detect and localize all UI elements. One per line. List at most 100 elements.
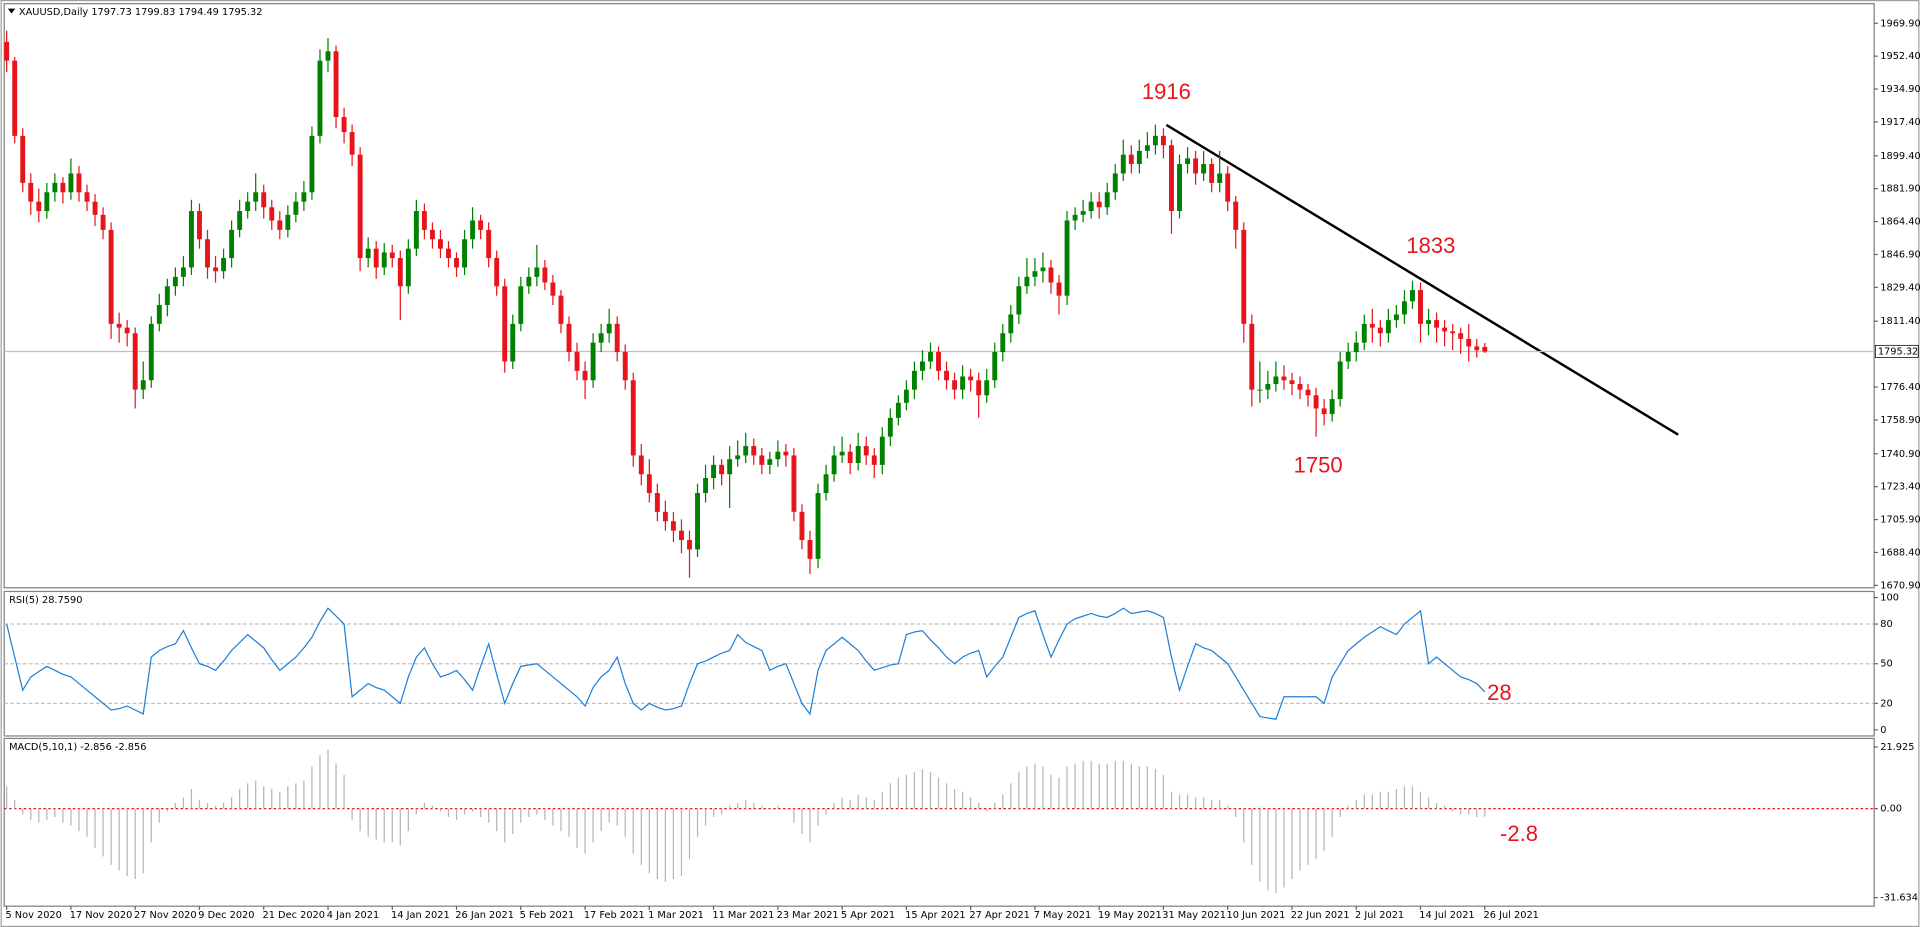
macd-bar bbox=[1468, 808, 1470, 815]
candle-body bbox=[518, 286, 524, 324]
macd-bar bbox=[1227, 805, 1229, 809]
macd-bar bbox=[1130, 763, 1132, 809]
macd-bar bbox=[1186, 794, 1189, 809]
macd-bar bbox=[1267, 808, 1269, 891]
macd-bar bbox=[576, 808, 578, 849]
macd-bar bbox=[142, 808, 144, 874]
macd-bar bbox=[423, 803, 426, 809]
candle-body bbox=[670, 521, 676, 531]
candle-body bbox=[188, 211, 194, 268]
macd-bar bbox=[608, 808, 610, 823]
candle-body bbox=[735, 455, 741, 460]
macd-bar bbox=[929, 772, 932, 809]
macd-bar bbox=[1411, 786, 1414, 809]
candle-body bbox=[839, 451, 845, 456]
macd-bar bbox=[592, 808, 594, 843]
candle-body bbox=[646, 474, 652, 494]
trend-line bbox=[1165, 123, 1679, 436]
macd-bar bbox=[255, 780, 257, 809]
last-price-label: 1795.32 bbox=[1878, 346, 1918, 357]
candle-body bbox=[502, 286, 508, 362]
candle-body bbox=[1120, 154, 1126, 174]
macd-bar bbox=[319, 755, 321, 809]
macd-bar bbox=[496, 808, 498, 832]
candle-body bbox=[1361, 323, 1367, 343]
y-tick-label: 1811.40 bbox=[1880, 316, 1920, 327]
macd-bar bbox=[1275, 808, 1277, 894]
macd-bar bbox=[1299, 808, 1301, 871]
candle-body bbox=[1056, 282, 1062, 296]
x-tick-label: 19 May 2021 bbox=[1098, 910, 1162, 921]
macd-bar bbox=[439, 808, 442, 812]
macd-bar bbox=[1443, 805, 1446, 809]
candle-body bbox=[1000, 333, 1006, 353]
candle-body bbox=[1096, 201, 1102, 208]
y-tick-label: 1776.40 bbox=[1880, 382, 1920, 393]
candle-body bbox=[1249, 323, 1255, 390]
macd-bar bbox=[118, 808, 120, 871]
macd-bar bbox=[504, 808, 506, 843]
macd-bar bbox=[488, 808, 490, 823]
macd-title: MACD(5,10,1) -2.856 -2.856 bbox=[9, 742, 146, 753]
x-tick-label: 17 Feb 2021 bbox=[584, 910, 645, 921]
candle-body bbox=[76, 173, 82, 193]
candle-body bbox=[229, 229, 235, 259]
macd-bar bbox=[1026, 766, 1028, 809]
candle-body bbox=[968, 376, 974, 381]
candle-body bbox=[1008, 314, 1014, 334]
candle-body bbox=[309, 135, 315, 193]
candle-body bbox=[373, 248, 379, 268]
candle-body bbox=[590, 342, 596, 381]
macd-bar bbox=[1050, 774, 1052, 809]
macd-bar bbox=[1291, 808, 1293, 879]
candle-body bbox=[1401, 301, 1407, 315]
candle-body bbox=[863, 446, 869, 456]
candle-body bbox=[341, 117, 347, 133]
macd-bar bbox=[480, 808, 482, 818]
candle-body bbox=[1442, 327, 1448, 332]
candle-body bbox=[799, 511, 805, 541]
macd-bar bbox=[463, 808, 466, 815]
candle-body bbox=[1217, 173, 1223, 183]
candle-body bbox=[1434, 320, 1440, 328]
x-tick-label: 27 Apr 2021 bbox=[969, 910, 1029, 921]
macd-bar bbox=[889, 783, 891, 809]
macd-bar bbox=[1170, 791, 1173, 809]
candle-body bbox=[1297, 384, 1303, 390]
y-tick-label: 100 bbox=[1880, 593, 1899, 604]
candle-body bbox=[1024, 276, 1030, 287]
macd-bar bbox=[825, 808, 827, 815]
candle-body bbox=[1474, 346, 1480, 351]
macd-bar bbox=[1018, 772, 1020, 809]
macd-bar bbox=[1090, 760, 1092, 809]
macd-bar bbox=[1476, 808, 1478, 818]
macd-bar bbox=[1395, 788, 1398, 809]
candle-body bbox=[205, 239, 210, 268]
macd-bar bbox=[1363, 794, 1365, 809]
candle-body bbox=[759, 455, 765, 465]
annotation: 1833 bbox=[1406, 233, 1455, 258]
candle-body bbox=[936, 352, 941, 371]
candle-body bbox=[429, 229, 435, 240]
macd-bar bbox=[632, 808, 634, 854]
candle-body bbox=[1016, 286, 1022, 315]
macd-bar bbox=[1098, 763, 1100, 809]
x-tick-label: 15 Apr 2021 bbox=[905, 910, 965, 921]
y-tick-label: 1740.90 bbox=[1880, 449, 1920, 460]
macd-bar bbox=[753, 803, 755, 809]
macd-bar bbox=[1154, 769, 1157, 809]
macd-bar bbox=[921, 769, 924, 809]
candle-body bbox=[4, 41, 10, 61]
x-tick-label: 5 Feb 2021 bbox=[520, 910, 575, 921]
macd-bar bbox=[335, 763, 337, 809]
candle-body bbox=[44, 192, 50, 212]
macd-bar bbox=[94, 808, 96, 849]
candle-body bbox=[28, 182, 34, 202]
macd-bar bbox=[672, 808, 675, 879]
y-tick-label: 80 bbox=[1880, 619, 1892, 630]
macd-bar bbox=[1074, 763, 1076, 809]
candle-body bbox=[68, 173, 74, 193]
y-tick-label: 1899.40 bbox=[1880, 151, 1920, 162]
macd-bar bbox=[970, 797, 972, 809]
candle-body bbox=[36, 201, 42, 212]
